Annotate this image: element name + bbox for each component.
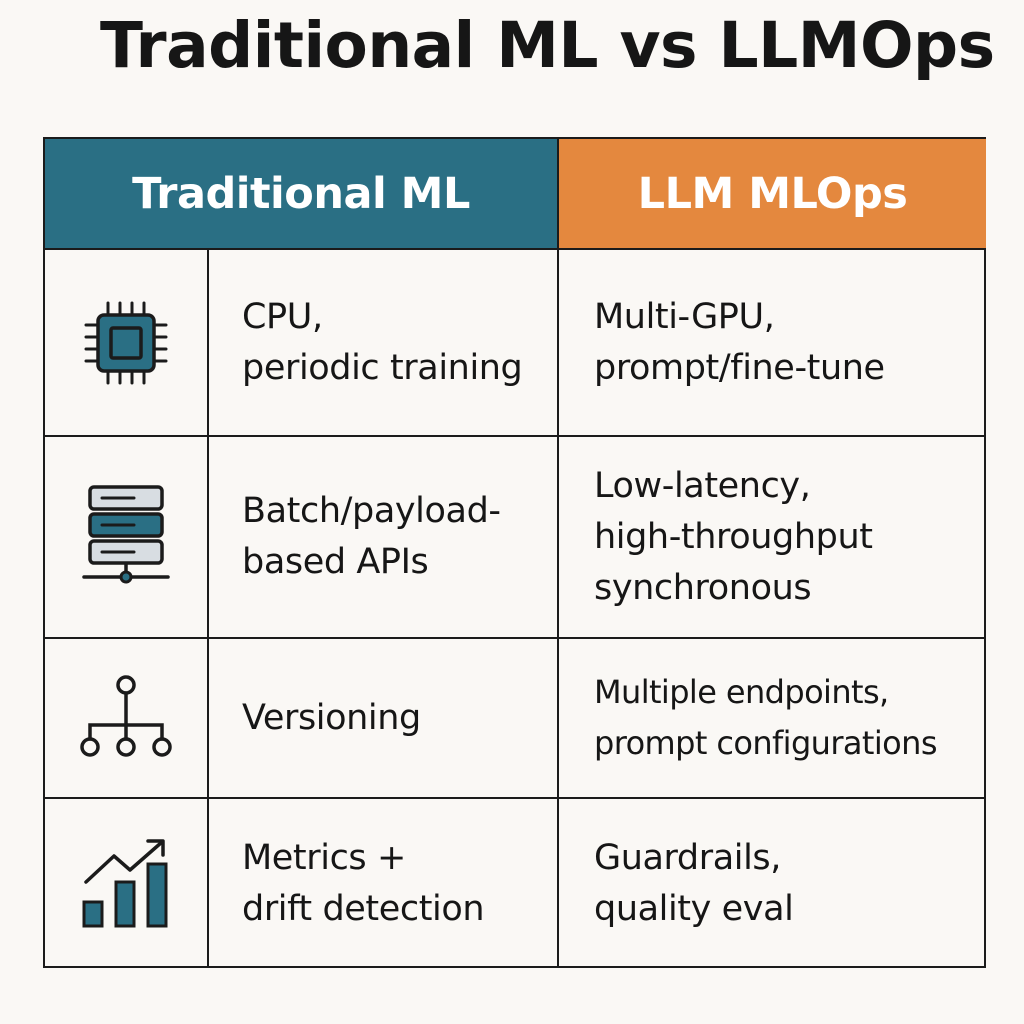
bar-chart-trend-icon bbox=[82, 838, 168, 927]
comparison-table: Traditional ML LLM MLOps CPU, periodic t… bbox=[43, 137, 986, 968]
traditional-serving-text: Batch/payload- based APIs bbox=[207, 435, 557, 637]
llm-compute-text: Multi-GPU, prompt/fine-tune bbox=[557, 248, 986, 435]
traditional-versioning-text: Versioning bbox=[207, 637, 557, 797]
row-versioning-icon-cell bbox=[43, 637, 207, 797]
header-llm-mlops: LLM MLOps bbox=[557, 137, 986, 248]
traditional-monitoring-text: Metrics + drift detection bbox=[207, 797, 557, 968]
row-monitoring-icon-cell bbox=[43, 797, 207, 968]
page-title: Traditional ML vs LLMOps bbox=[100, 9, 995, 82]
hierarchy-tree-icon bbox=[80, 675, 172, 757]
traditional-compute-text: CPU, periodic training bbox=[207, 248, 557, 435]
server-stack-icon bbox=[82, 485, 170, 584]
llm-serving-text: Low-latency, high-throughput synchronous bbox=[557, 435, 986, 637]
cpu-chip-icon bbox=[84, 301, 168, 384]
llm-versioning-text: Multiple endpoints, prompt configuration… bbox=[557, 637, 986, 797]
row-compute-icon-cell bbox=[43, 248, 207, 435]
llm-monitoring-text: Guardrails, quality eval bbox=[557, 797, 986, 968]
row-serving-icon-cell bbox=[43, 435, 207, 637]
header-traditional-ml: Traditional ML bbox=[43, 137, 557, 248]
